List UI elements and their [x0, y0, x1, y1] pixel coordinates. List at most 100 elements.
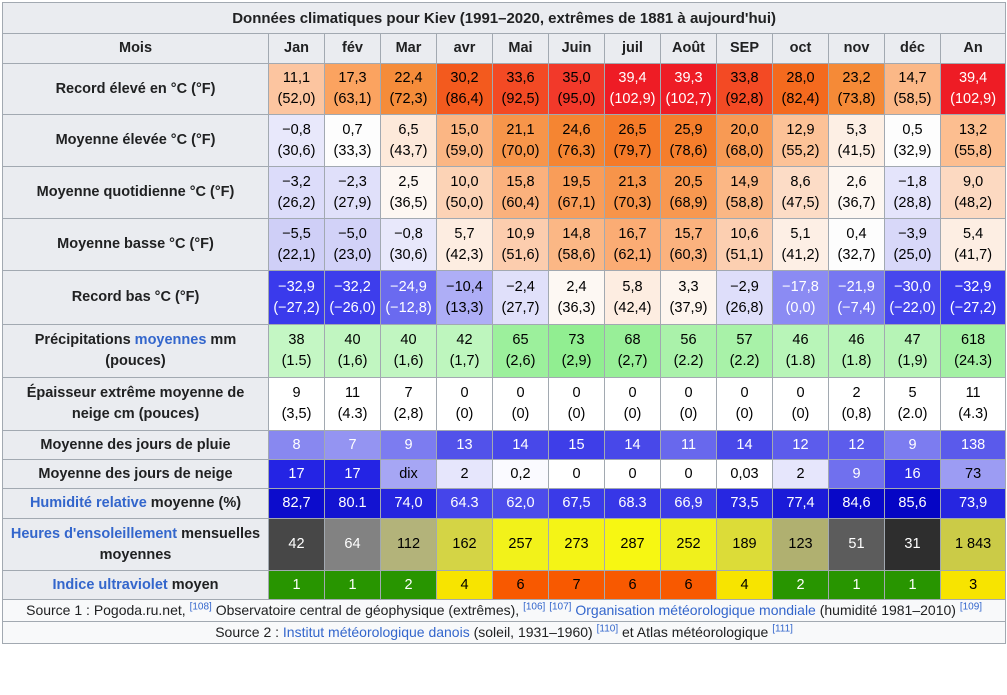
cell-value: 2 — [796, 465, 805, 482]
citation-ref-link[interactable]: [107] — [549, 601, 572, 613]
source-link[interactable]: Institut météorologique danois — [282, 624, 470, 640]
cell-secondary-value: (0,0) — [785, 299, 816, 316]
data-cell: 5,3 (41,5) — [828, 114, 885, 167]
data-cell: 68 (2,7) — [604, 324, 661, 378]
data-cell: 0 (0) — [492, 377, 549, 431]
row-label-link[interactable]: moyennes — [134, 332, 207, 348]
source-link[interactable]: Organisation météorologique mondiale — [575, 602, 816, 618]
data-cell: 30,2 (86,4) — [436, 63, 493, 115]
cell-value: −10,4 — [446, 278, 483, 295]
source-row-2: Source 2 : Institut météorologique danoi… — [1, 621, 1007, 644]
cell-value: 64 — [344, 536, 361, 552]
data-cell: 13 — [436, 430, 493, 460]
cell-value: −2,3 — [338, 173, 367, 190]
table-row-rain-days: Moyenne des jours de pluie 8 7 9 13 14 15 14 11 1… — [2, 430, 1007, 460]
source-text: Source 1 : Pogoda.ru.net, — [26, 602, 190, 618]
row-label-link[interactable]: Heures d'ensoleillement — [10, 525, 178, 542]
cell-value: 25,9 — [674, 121, 703, 138]
cell-value: 11,1 — [282, 70, 311, 86]
cell-secondary-value: (2,6) — [505, 353, 536, 369]
row-label-daily-mean: Moyenne quotidienne °C (°F) — [2, 166, 269, 219]
month-header-m5: Mai — [492, 33, 549, 64]
table-row-snow-depth: Épaisseur extrême moyenne de neige cm (p… — [2, 377, 1007, 431]
row-label-link[interactable]: Indice ultraviolet — [52, 576, 168, 593]
cell-secondary-value: (23,0) — [333, 246, 372, 263]
cell-secondary-value: (0) — [791, 406, 810, 422]
data-cell: 31 — [884, 518, 941, 571]
cell-value: 40 — [344, 332, 361, 348]
month-header-m9: SEP — [716, 33, 773, 64]
data-cell: 74,0 — [380, 488, 437, 519]
data-cell: 1 — [884, 570, 941, 600]
cell-value: 84,6 — [842, 495, 871, 511]
cell-secondary-value: (−7,4) — [837, 299, 876, 316]
data-cell: −32,9 (−27,2) — [268, 270, 325, 325]
cell-value: 2 — [404, 576, 413, 593]
cell-value: 0,2 — [510, 465, 531, 482]
cell-secondary-value: (32,7) — [837, 246, 876, 263]
table-sources: Source 1 : Pogoda.ru.net, [108] Observat… — [1, 599, 1007, 644]
citation-ref-link[interactable]: [111] — [772, 623, 793, 635]
data-cell: 14 — [604, 430, 661, 460]
citation-ref-link[interactable]: [109] — [959, 601, 983, 613]
data-cell: −0,8 (30,6) — [380, 218, 437, 271]
cell-value: 1 — [292, 576, 301, 593]
cell-value: 3 — [969, 576, 978, 593]
cell-value: 42 — [288, 536, 305, 552]
row-label-link[interactable]: Humidité relative — [29, 495, 147, 511]
table-row-record-high: Record élevé en °C (°F) 11,1 (52,0) 17,3 (63… — [2, 63, 1007, 115]
cell-secondary-value: (0) — [455, 406, 474, 422]
table-row-precipitation: Précipitations moyennes mm (pouces) 38 (1.… — [2, 324, 1007, 378]
cell-secondary-value: (63,1) — [333, 91, 372, 107]
citation-ref-link[interactable]: [106] — [523, 601, 546, 613]
cell-value: 35,0 — [562, 70, 591, 86]
cell-secondary-value: (55,2) — [781, 142, 820, 159]
cell-value: 2,4 — [566, 278, 587, 295]
climate-table: Données climatiques pour Kiev (1991–2020… — [1, 2, 1007, 644]
cell-secondary-value: (72,3) — [389, 91, 428, 107]
cell-secondary-value: (59,0) — [445, 142, 484, 159]
cell-value: 8,6 — [790, 173, 811, 190]
cell-value: 42 — [456, 332, 473, 348]
data-cell: 2 — [772, 459, 829, 489]
citation-ref-link[interactable]: [108] — [189, 601, 212, 613]
month-header-m10: oct — [772, 33, 829, 64]
data-cell: 73,9 — [939, 488, 1007, 519]
cell-value: 68 — [624, 332, 641, 348]
cell-value: −0,8 — [394, 225, 423, 242]
data-cell: 1 843 — [939, 518, 1007, 571]
data-cell: −1,8 (28,8) — [884, 166, 941, 219]
cell-secondary-value: (−27,2) — [949, 299, 997, 316]
cell-value: 10,9 — [506, 225, 535, 242]
cell-secondary-value: (82,4) — [781, 91, 820, 107]
cell-value: 13,2 — [958, 121, 988, 138]
row-label-text: Record bas °C (°F) — [71, 289, 200, 305]
data-cell: 0 (0) — [772, 377, 829, 431]
data-cell: 6 — [660, 570, 717, 600]
data-cell: −30,0 (−22,0) — [884, 270, 941, 325]
data-cell: −2,9 (26,8) — [716, 270, 773, 325]
cell-value: 2 — [796, 576, 805, 593]
data-cell: 0 (0) — [548, 377, 605, 431]
cell-secondary-value: (86,4) — [445, 91, 484, 107]
cell-secondary-value: (24.3) — [954, 353, 993, 369]
cell-secondary-value: (0) — [679, 406, 698, 422]
data-cell: 57 (2.2) — [716, 324, 773, 378]
cell-value: −3,2 — [282, 173, 311, 190]
cell-value: 9 — [908, 436, 917, 453]
cell-secondary-value: (42,3) — [445, 246, 484, 263]
table-row-snow-days: Moyenne des jours de neige 17 17 dix 2 0,2 0 0 0… — [2, 459, 1007, 489]
data-cell: 26,5 (79,7) — [604, 114, 661, 167]
citation-ref-link[interactable]: [110] — [596, 623, 619, 635]
data-cell: −32,9 (−27,2) — [939, 270, 1007, 325]
row-label-rain-days: Moyenne des jours de pluie — [2, 430, 269, 460]
month-header-m11: nov — [828, 33, 885, 64]
cell-value: dix — [399, 465, 418, 482]
row-label-text: moyenne (%) — [146, 495, 242, 511]
month-header-m8: Août — [660, 33, 717, 64]
month-header-row: Mois Jan fév Mar avr Mai Juin juil Août SEP oct no… — [2, 33, 1007, 64]
cell-secondary-value: (3,5) — [281, 406, 312, 422]
cell-secondary-value: (1.8) — [841, 353, 872, 369]
data-cell: 11 — [660, 430, 717, 460]
data-cell: 12 — [772, 430, 829, 460]
